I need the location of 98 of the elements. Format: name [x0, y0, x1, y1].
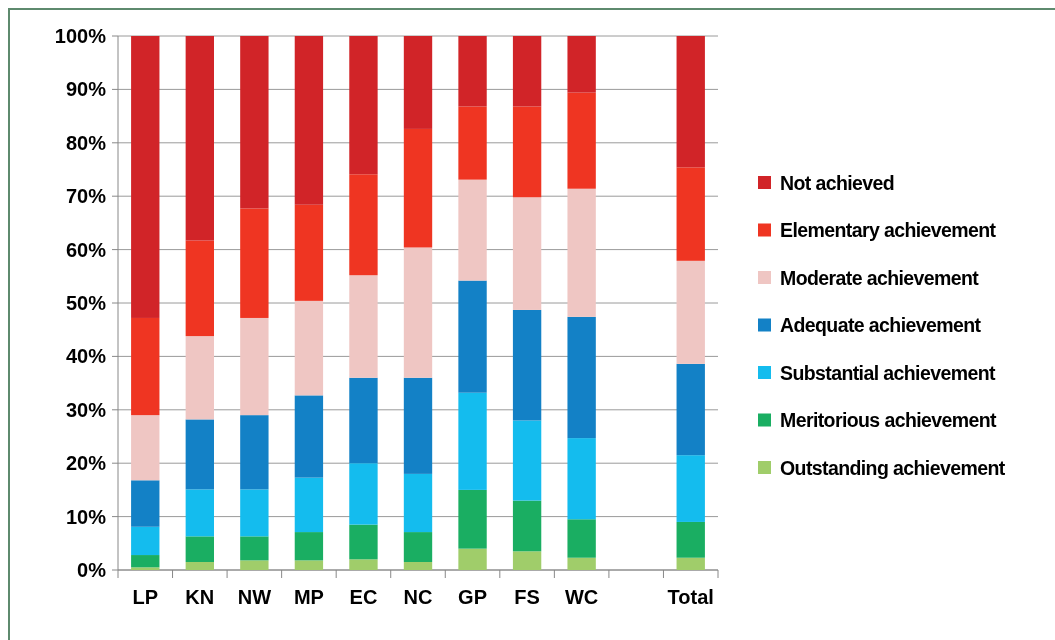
legend-label: Moderate achievement: [780, 266, 980, 289]
y-tick-label: 60%: [65, 238, 107, 261]
bar: [294, 204, 324, 301]
x-tick-label: EC: [349, 586, 378, 608]
bar: [676, 167, 705, 261]
bar: [131, 317, 160, 416]
bar: [349, 275, 378, 378]
bar: [458, 280, 487, 393]
bar: [676, 521, 705, 558]
bar: [458, 548, 487, 570]
bar: [403, 532, 433, 562]
legend-label: Not achieved: [780, 171, 895, 194]
bar: [512, 551, 542, 570]
bar: [240, 208, 269, 318]
y-tick-label: 100%: [54, 25, 107, 47]
legend-label: Meritorious achievement: [780, 409, 998, 432]
y-tick-label: 30%: [65, 398, 107, 421]
x-tick-label: GP: [458, 586, 487, 608]
bar: [676, 363, 705, 456]
bar: [403, 561, 433, 570]
y-tick-label: 0%: [77, 559, 107, 581]
y-tick-label: 10%: [65, 505, 107, 528]
x-tick-label: MP: [293, 586, 324, 608]
x-tick-label: LP: [132, 586, 159, 608]
legend-label: Elementary achievement: [780, 219, 997, 242]
bar: [349, 559, 378, 570]
y-tick-label: 90%: [65, 78, 107, 101]
bar: [185, 489, 214, 537]
x-tick-label: NC: [403, 586, 433, 608]
bar: [131, 555, 160, 568]
bar: [240, 415, 269, 490]
bar: [512, 309, 542, 421]
bar: [567, 92, 596, 189]
bar: [567, 438, 596, 520]
bar: [131, 567, 160, 570]
bar: [349, 377, 378, 464]
bar: [240, 317, 269, 416]
bar: [567, 36, 596, 93]
bar: [349, 463, 378, 525]
bar: [567, 316, 596, 439]
bar: [403, 128, 433, 248]
bar: [294, 532, 324, 561]
x-tick-label: WC: [564, 586, 599, 608]
bar: [294, 477, 324, 533]
bar: [131, 480, 160, 527]
bar: [567, 557, 596, 570]
bar: [294, 300, 324, 396]
bar: [403, 377, 433, 474]
bar: [512, 197, 542, 310]
bar: [676, 36, 705, 168]
bar: [349, 524, 378, 560]
bar: [131, 526, 160, 556]
bar: [185, 240, 214, 337]
bar: [185, 419, 214, 490]
y-tick-label: 40%: [65, 345, 107, 368]
bar: [185, 536, 214, 562]
x-tick-label: Total: [667, 586, 714, 608]
bar: [240, 36, 269, 209]
y-tick-label: 70%: [65, 185, 107, 208]
bar: [458, 179, 487, 281]
bar: [294, 36, 324, 205]
bar: [403, 247, 433, 378]
legend-label: Outstanding achievement: [780, 456, 1006, 479]
bar: [185, 36, 214, 241]
bar: [512, 500, 542, 552]
x-tick-label: KN: [185, 586, 215, 608]
bar: [240, 489, 269, 537]
bar: [512, 36, 542, 107]
bar: [349, 36, 378, 175]
bar: [403, 36, 433, 129]
bar: [676, 260, 705, 364]
bar: [240, 560, 269, 570]
bar: [567, 519, 596, 558]
x-tick-label: FS: [514, 586, 540, 608]
bar: [185, 561, 214, 570]
bar: [458, 36, 487, 107]
bar: [512, 106, 542, 198]
legend-label: Substantial achievement: [780, 361, 996, 384]
y-tick-label: 80%: [65, 131, 107, 154]
bar: [240, 536, 269, 561]
bar: [676, 557, 705, 570]
bar: [458, 106, 487, 180]
bar: [512, 420, 542, 501]
y-tick-label: 50%: [65, 292, 107, 314]
bar: [131, 36, 160, 318]
bar: [567, 188, 596, 317]
legend-label: Adequate achievement: [780, 314, 982, 337]
bar: [185, 336, 214, 420]
bar: [458, 392, 487, 490]
bar: [294, 395, 324, 478]
x-tick-label: NW: [237, 586, 272, 608]
bar: [349, 174, 378, 276]
bar: [403, 473, 433, 533]
bar: [294, 560, 324, 570]
bar: [458, 489, 487, 549]
y-tick-label: 20%: [65, 452, 107, 475]
bar: [131, 415, 160, 481]
bar: [676, 455, 705, 522]
